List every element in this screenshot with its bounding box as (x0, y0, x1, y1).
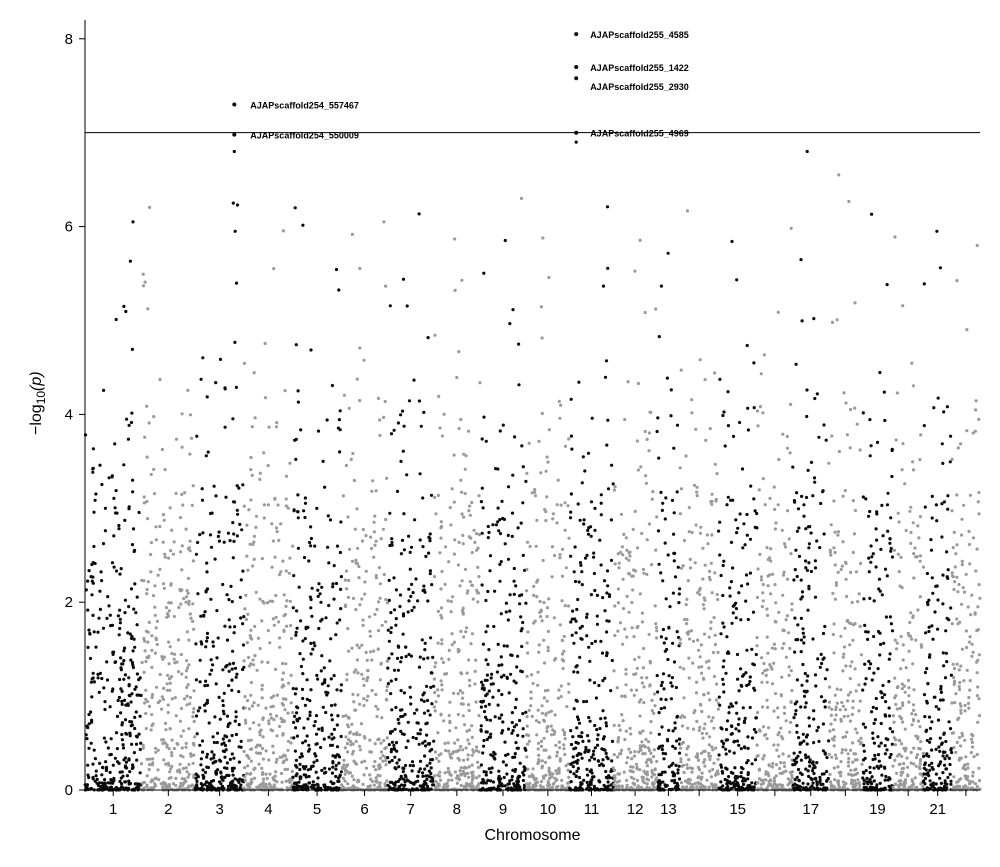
x-tick-label: 2 (164, 801, 172, 818)
x-tick-label: 17 (802, 801, 819, 818)
x-tick-label: 3 (215, 801, 223, 818)
y-tick-label: 0 (65, 782, 73, 799)
ylabel-suffix: (p) (28, 371, 45, 391)
y-tick-label: 6 (65, 219, 73, 236)
x-tick-label: 5 (313, 801, 321, 818)
plot-svg: AJAPscaffold254_557467 AJAPscaffold254_55… (0, 0, 1000, 867)
x-tick-label: 21 (929, 801, 946, 818)
x-tick-label: 7 (407, 801, 415, 818)
x-tick-label: 13 (660, 801, 677, 818)
manhattan-plot: AJAPscaffold254_557467 AJAPscaffold254_55… (0, 0, 1000, 867)
x-tick-label: 11 (584, 801, 600, 818)
ylabel-prefix: −log (28, 404, 45, 435)
y-axis-label: −log10(p) (28, 371, 48, 435)
y-tick-label: 4 (65, 406, 73, 423)
snp-annotation: AJAPscaffold255_4585 (590, 30, 689, 40)
x-tick-label: 1 (109, 801, 117, 818)
snp-annotation: AJAPscaffold254_557467 (250, 101, 359, 111)
x-tick-label: 6 (360, 801, 368, 818)
snp-annotation: AJAPscaffold255_4969 (590, 129, 689, 139)
ylabel-sub: 10 (34, 391, 48, 404)
snp-annotation: AJAPscaffold254_550009 (250, 131, 359, 141)
x-tick-label: 8 (453, 801, 461, 818)
snp-annotation: AJAPscaffold255_2930 (590, 82, 689, 92)
x-axis-label: Chromosome (484, 827, 580, 844)
snp-annotation: AJAPscaffold255_1422 (590, 63, 689, 73)
x-tick-label: 9 (499, 801, 507, 818)
x-tick-label: 4 (264, 801, 272, 818)
x-tick-label: 15 (729, 801, 746, 818)
x-tick-label: 19 (869, 801, 886, 818)
y-tick-label: 2 (65, 594, 73, 611)
x-tick-label: 12 (627, 801, 644, 818)
y-tick-label: 8 (65, 31, 73, 48)
x-tick-label: 10 (540, 801, 557, 818)
